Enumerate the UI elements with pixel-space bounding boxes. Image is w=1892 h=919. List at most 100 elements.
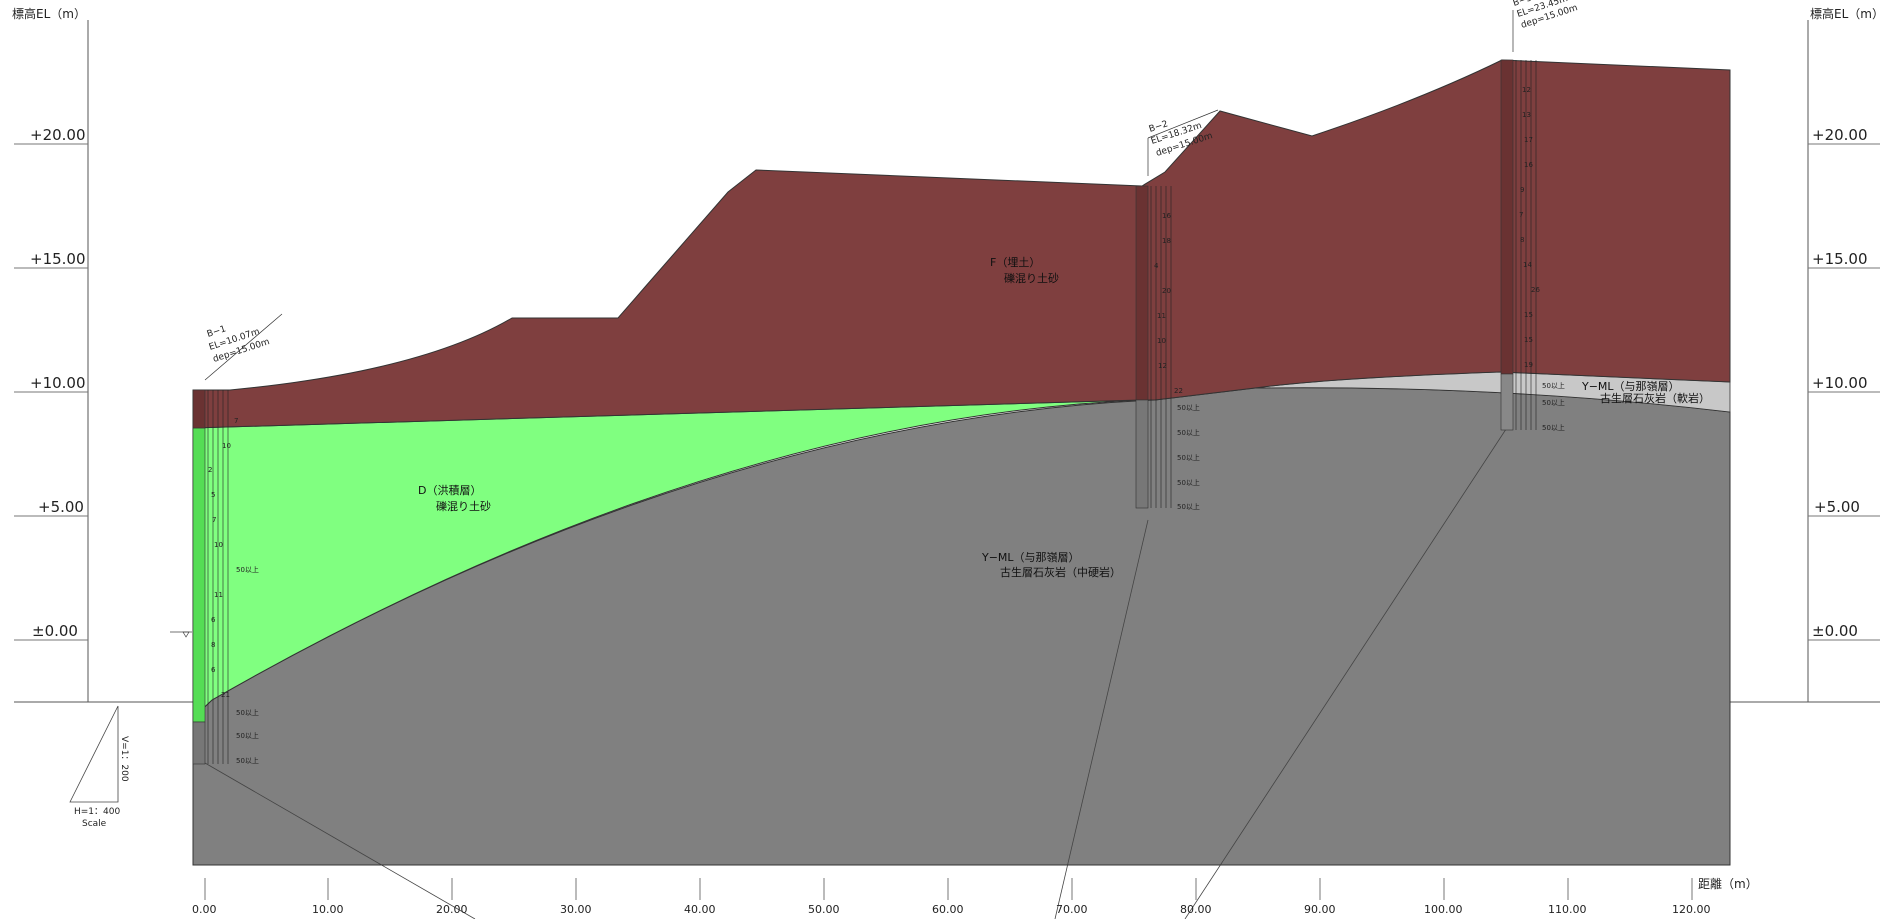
x-tick-label: 50.00 bbox=[808, 903, 840, 916]
n-value: 4 bbox=[1154, 262, 1159, 270]
hard-value: 50以上 bbox=[236, 756, 259, 765]
n-value: 10 bbox=[214, 541, 223, 549]
water-level-marker bbox=[170, 631, 192, 638]
y-tick-5-right: +5.00 bbox=[1808, 498, 1880, 517]
n-value: 12 bbox=[1522, 86, 1531, 94]
y-tick-10: +10.00 bbox=[14, 374, 88, 393]
hard-value: 50以上 bbox=[1177, 403, 1200, 412]
n-value: 15 bbox=[1524, 311, 1533, 319]
n-value: 10 bbox=[222, 442, 231, 450]
x-tick-label: 80.00 bbox=[1180, 903, 1212, 916]
y-tick-label: ±0.00 bbox=[32, 622, 78, 640]
y-tick-label: +20.00 bbox=[30, 126, 86, 144]
hard-value: 50以上 bbox=[236, 565, 259, 574]
layer-rock-soft-code: Y−ML（与那嶺層） bbox=[1581, 380, 1680, 393]
x-tick-label: 30.00 bbox=[560, 903, 592, 916]
reference-lines bbox=[204, 419, 1513, 919]
hard-value: 50以上 bbox=[1542, 381, 1565, 390]
n-value: 5 bbox=[211, 491, 215, 499]
n-value: 21 bbox=[221, 691, 230, 699]
layers bbox=[192, 59, 1731, 866]
n-value: 6 bbox=[211, 616, 216, 624]
n-value: 9 bbox=[1520, 186, 1524, 194]
layer-labels: F（埋土） 礫混り土砂 D（洪積層） 礫混り土砂 Y−ML（与那嶺層） 古生層石… bbox=[418, 256, 1710, 579]
n-value: 7 bbox=[1519, 211, 1523, 219]
hard-value: 50以上 bbox=[1542, 423, 1565, 432]
y-tick-label: +15.00 bbox=[1812, 250, 1868, 268]
y-ticks-left: +20.00 +15.00 +10.00 +5.00 ±0.00 bbox=[14, 126, 88, 641]
y-axis-title-right: 標高EL（m） bbox=[1810, 6, 1884, 21]
x-axis: 0.00 10.00 20.00 30.00 40.00 50.00 60.00… bbox=[192, 864, 1730, 916]
x-tick-label: 40.00 bbox=[684, 903, 716, 916]
n-value: 17 bbox=[1524, 136, 1533, 144]
y-tick-10-right: +10.00 bbox=[1808, 374, 1880, 393]
x-tick-label: 0.00 bbox=[192, 903, 217, 916]
hard-value: 50以上 bbox=[1177, 428, 1200, 437]
y-tick-0: ±0.00 bbox=[14, 622, 88, 641]
n-value: 11 bbox=[214, 591, 223, 599]
y-tick-label: +20.00 bbox=[1812, 126, 1868, 144]
n-value: 12 bbox=[1158, 362, 1167, 370]
layer-rock-medium-code: Y−ML（与那嶺層） bbox=[981, 551, 1080, 564]
y-tick-20-right: +20.00 bbox=[1808, 126, 1880, 145]
layer-rock-medium-desc: 古生層石灰岩（中硬岩） bbox=[1000, 565, 1121, 579]
layer-fill-desc: 礫混り土砂 bbox=[1004, 271, 1059, 285]
y-tick-label: +10.00 bbox=[1812, 374, 1868, 392]
n-value: 2 bbox=[208, 466, 212, 474]
y-tick-15: +15.00 bbox=[14, 250, 88, 269]
x-tick-label: 110.00 bbox=[1548, 903, 1587, 916]
hard-value: 50以上 bbox=[236, 731, 259, 740]
borehole-b1: B−1 EL=10.07m dep=15.00m 7 10 2 5 7 10 1… bbox=[192, 313, 283, 765]
n-value: 26 bbox=[1531, 286, 1540, 294]
borehole-name: B−3 bbox=[1512, 0, 1534, 9]
x-tick-label: 10.00 bbox=[312, 903, 344, 916]
hard-value: 50以上 bbox=[1542, 398, 1565, 407]
layer-diluvial bbox=[192, 399, 1141, 720]
n-value: 20 bbox=[1162, 287, 1171, 295]
y-tick-label: +5.00 bbox=[1814, 498, 1860, 516]
n-value: 7 bbox=[212, 516, 216, 524]
y-axis-title-left: 標高EL（m） bbox=[12, 6, 86, 21]
x-tick-label: 20.00 bbox=[436, 903, 468, 916]
n-value: 16 bbox=[1524, 161, 1533, 169]
x-tick-label: 90.00 bbox=[1304, 903, 1336, 916]
n-value: 13 bbox=[1522, 111, 1531, 119]
y-tick-15-right: +15.00 bbox=[1808, 250, 1880, 269]
hard-value: 50以上 bbox=[1177, 453, 1200, 462]
y-tick-label: +10.00 bbox=[30, 374, 86, 392]
n-value: 8 bbox=[1520, 236, 1524, 244]
y-tick-label: +5.00 bbox=[38, 498, 84, 516]
y-tick-label: ±0.00 bbox=[1812, 622, 1858, 640]
n-value: 18 bbox=[1162, 237, 1171, 245]
scale-indicator: V=1：200 H=1：400 Scale bbox=[69, 705, 129, 829]
layer-diluvial-desc: 礫混り土砂 bbox=[436, 499, 491, 513]
borehole-b3: B−3 EL=23.45m dep=15.00m 12 13 17 16 9 7… bbox=[1500, 0, 1579, 432]
hard-value: 50以上 bbox=[236, 708, 259, 717]
y-tick-label: +15.00 bbox=[30, 250, 86, 268]
layer-fill-code: F（埋土） bbox=[990, 256, 1040, 269]
x-axis-title: 距離（m） bbox=[1698, 877, 1758, 891]
x-tick-label: 70.00 bbox=[1056, 903, 1088, 916]
scale-caption: Scale bbox=[82, 819, 107, 829]
layer-diluvial-code: D（洪積層） bbox=[418, 483, 481, 497]
layer-fill bbox=[192, 59, 1731, 429]
n-value: 19 bbox=[1524, 361, 1533, 369]
n-value: 8 bbox=[211, 641, 215, 649]
n-value: 14 bbox=[1523, 261, 1532, 269]
y-ticks-right: +20.00 +15.00 +10.00 +5.00 ±0.00 bbox=[1808, 126, 1880, 641]
hard-value: 50以上 bbox=[1177, 502, 1200, 511]
x-tick-label: 100.00 bbox=[1424, 903, 1463, 916]
hard-value: 50以上 bbox=[1177, 478, 1200, 487]
n-value: 22 bbox=[1174, 387, 1183, 395]
n-value: 15 bbox=[1524, 336, 1533, 344]
scale-horizontal: H=1：400 bbox=[74, 807, 120, 817]
x-tick-label: 120.00 bbox=[1672, 903, 1711, 916]
n-value: 10 bbox=[1157, 337, 1166, 345]
y-tick-0-right: ±0.00 bbox=[1808, 622, 1880, 641]
n-value: 6 bbox=[211, 666, 216, 674]
y-tick-5: +5.00 bbox=[14, 498, 88, 517]
n-value: 11 bbox=[1157, 312, 1166, 320]
n-value: 7 bbox=[234, 417, 238, 425]
scale-vertical: V=1：200 bbox=[119, 736, 129, 782]
